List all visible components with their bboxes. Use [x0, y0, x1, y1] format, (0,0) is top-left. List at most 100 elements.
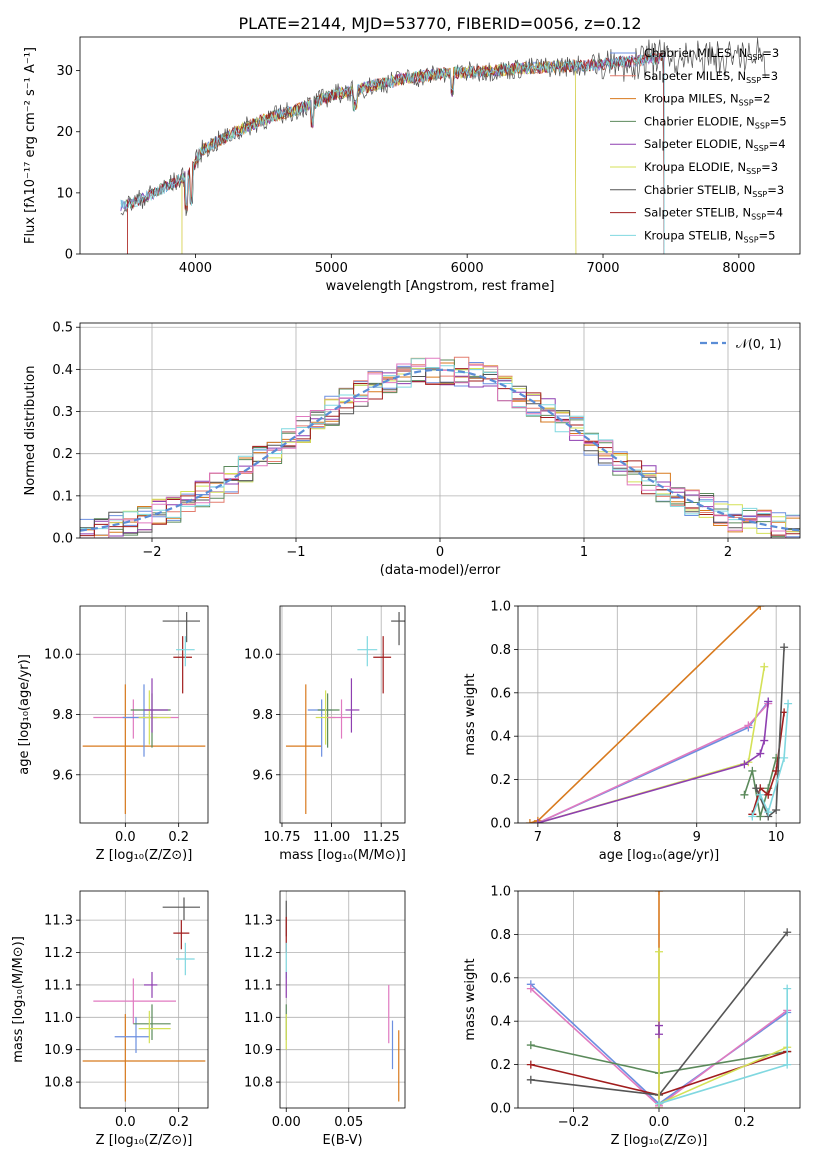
y-tick-label: 9.6	[52, 768, 73, 783]
figure-title: PLATE=2144, MJD=53770, FIBERID=0056, z=0…	[238, 14, 641, 33]
y-tick-label: 0.8	[490, 643, 511, 658]
weight-line	[537, 703, 769, 823]
weight-marker	[655, 1021, 663, 1030]
y-tick-label: 11.2	[44, 946, 73, 961]
axes-frame	[79, 605, 209, 824]
weight-line	[537, 701, 769, 823]
legend-entry: Chabrier ELODIE, NSSP=5	[644, 114, 787, 130]
spectrum-line	[181, 60, 577, 254]
weight-marker	[783, 984, 792, 993]
legend-entry: Chabrier STELIB, NSSP=3	[644, 183, 784, 199]
x-axis-label: (data-model)/error	[380, 563, 501, 578]
x-axis-label: Z [log₁₀(Z/Z⊙)]	[96, 1133, 193, 1148]
x-tick-label: 0	[436, 545, 444, 560]
y-tick-label: 10.9	[44, 1043, 73, 1058]
errorbar-point	[173, 920, 190, 950]
mass_vs_Z-panel: 0.0 0.2 10.8 10.9 11.0 11.1 11.2 11.3 Z [log₁₀(Z…	[11, 890, 209, 1148]
errorbar-point	[144, 678, 168, 733]
x-tick-label: 0.0	[115, 1115, 136, 1130]
weight-marker	[764, 808, 773, 817]
y-tick-label: 20	[56, 125, 73, 140]
x-tick-label: 0.2	[168, 830, 189, 845]
x-tick-label: 8000	[722, 261, 755, 276]
y-tick-label: 0.0	[490, 817, 511, 832]
errorbar-point	[373, 636, 392, 694]
residuals-panel: −2 −1 0 1 2 0.0 0.1 0.2 0.3 0.4 0.5 (data-model)/er…	[23, 321, 801, 578]
age_vs_Z-panel: 0.0 0.2 9.6 9.8 10.0 Z [log₁₀(Z/Z⊙)] age [log₁…	[17, 605, 209, 863]
weight-line	[751, 712, 785, 815]
y-tick-label: 0.2	[490, 1058, 511, 1073]
weight_vs_Z-plot-area	[526, 891, 792, 1108]
x-tick-label: 8	[613, 830, 621, 845]
x-tick-label: 10	[768, 830, 785, 845]
axes-frame	[79, 322, 801, 539]
x-tick-label: 0.00	[272, 1115, 301, 1130]
weight-marker	[780, 753, 789, 762]
y-tick-label: 0.8	[490, 928, 511, 943]
weight-marker	[526, 1041, 535, 1050]
weight-marker	[756, 812, 765, 821]
weight-marker	[655, 1030, 663, 1039]
weight-marker	[783, 1060, 792, 1069]
gaussian-curve	[80, 368, 800, 532]
errorbar-point	[357, 636, 378, 667]
errorbar-point	[144, 971, 158, 998]
mass_vs_Z-plot-area	[82, 897, 206, 1102]
weight_vs_age-plot-area	[525, 606, 793, 823]
legend-entry: 𝒩(0, 1)	[736, 336, 782, 351]
axes-frame	[79, 36, 801, 255]
y-tick-label: 10.8	[44, 1076, 73, 1091]
errorbar-point	[391, 612, 405, 646]
weight-marker	[748, 812, 757, 821]
axes-frame	[279, 605, 406, 824]
y-tick-label: 0	[65, 248, 73, 263]
weight-marker	[764, 697, 773, 706]
x-tick-label: −0.2	[558, 1115, 590, 1130]
legend-entry: Salpeter MILES, NSSP=3	[644, 69, 778, 85]
x-axis-label: E(B-V)	[322, 1133, 362, 1148]
errorbar-point	[93, 699, 179, 739]
weight-marker	[533, 819, 542, 823]
weight-marker	[756, 606, 765, 610]
spectrum-legend: Chabrier MILES, NSSP=3 Salpeter MILES, NS…	[610, 46, 787, 244]
weight-marker	[780, 643, 789, 652]
weight-marker	[760, 736, 769, 745]
legend-entry: Kroupa ELODIE, NSSP=3	[644, 160, 778, 176]
y-axis-label: Flux [fλ10⁻¹⁷ erg cm⁻² s⁻¹ A⁻¹]	[23, 47, 38, 244]
y-tick-label: 0.6	[490, 971, 511, 986]
weight_vs_age-panel: 7 8 9 10 0.0 0.2 0.4 0.6 0.8 1.0 age [log₁₀(age/yr…	[463, 600, 801, 863]
weight-line	[537, 701, 769, 823]
errorbar-point	[130, 693, 171, 748]
y-tick-label: 0.6	[490, 686, 511, 701]
x-tick-label: 11.25	[363, 830, 400, 845]
spectrum-line	[120, 53, 665, 254]
axes-frame	[79, 890, 209, 1109]
x-axis-label: Z [log₁₀(Z/Z⊙)]	[611, 1133, 708, 1148]
age_vs_Z-plot-area	[82, 612, 206, 814]
mass_vs_EBV-plot-area	[285, 900, 400, 1102]
legend-entry: Kroupa STELIB, NSSP=5	[644, 228, 775, 244]
y-tick-label: 11.3	[244, 914, 273, 929]
x-tick-label: 11.00	[313, 830, 350, 845]
weight-marker	[655, 1099, 663, 1108]
x-tick-label: 5000	[315, 261, 348, 276]
errorbar-point	[345, 678, 360, 733]
errorbar-point	[133, 1004, 171, 1040]
errorbar-point	[173, 636, 192, 694]
x-tick-label: 0.0	[115, 830, 136, 845]
weight_vs_Z-panel: −0.2 0.0 0.2 0.0 0.2 0.4 0.6 0.8 1.0 Z [log₁₀(Z/Z…	[463, 885, 801, 1148]
weight-line	[755, 647, 785, 818]
x-tick-label: 10.75	[263, 830, 300, 845]
y-tick-label: 10	[56, 186, 73, 201]
x-tick-label: 1	[580, 545, 588, 560]
x-axis-label: Z [log₁₀(Z/Z⊙)]	[96, 848, 193, 863]
histogram-series	[80, 367, 800, 538]
y-tick-label: 1.0	[490, 885, 511, 900]
weight-marker	[655, 891, 663, 895]
x-tick-label: −1	[286, 545, 305, 560]
legend-entry: Chabrier MILES, NSSP=3	[644, 46, 779, 62]
axes-frame	[517, 890, 801, 1109]
y-tick-label: 10.8	[244, 1076, 273, 1091]
x-tick-label: 0.05	[334, 1115, 363, 1130]
weight-marker	[760, 662, 769, 671]
